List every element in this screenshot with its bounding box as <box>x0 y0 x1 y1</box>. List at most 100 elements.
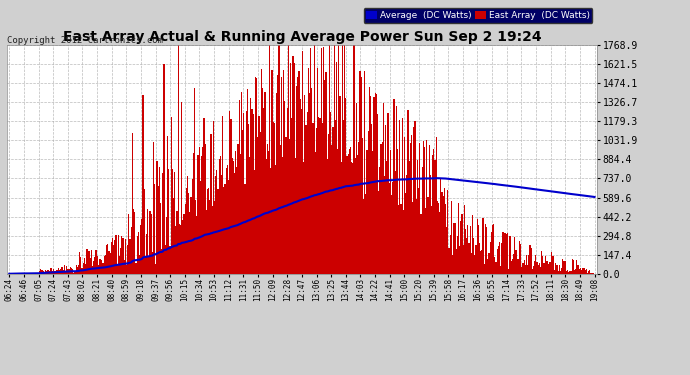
Bar <box>73 273 75 274</box>
Bar <box>71 268 72 274</box>
Bar <box>44 272 45 274</box>
Bar <box>419 142 420 274</box>
Bar <box>251 109 253 274</box>
Bar <box>395 106 397 274</box>
Bar <box>30 273 31 274</box>
Bar <box>65 272 66 274</box>
Bar <box>276 93 277 274</box>
Bar <box>564 261 566 274</box>
Bar <box>241 92 242 274</box>
Bar <box>154 184 155 274</box>
Bar <box>104 256 105 274</box>
Bar <box>132 133 133 274</box>
Bar <box>567 270 568 274</box>
Bar <box>98 265 99 274</box>
Bar <box>422 167 423 274</box>
Bar <box>97 256 98 274</box>
Bar <box>237 144 239 274</box>
Bar <box>70 267 71 274</box>
Bar <box>173 198 174 274</box>
Bar <box>331 146 333 274</box>
Bar <box>562 259 564 274</box>
Bar <box>46 271 48 274</box>
Bar <box>382 142 383 274</box>
Bar <box>438 204 439 274</box>
Bar <box>568 272 569 274</box>
Bar <box>110 242 112 274</box>
Bar <box>113 244 115 274</box>
Bar <box>316 128 317 274</box>
Bar <box>575 269 576 274</box>
Bar <box>311 88 313 274</box>
Bar <box>538 266 539 274</box>
Bar <box>390 150 391 274</box>
Bar <box>161 249 162 274</box>
Bar <box>146 234 147 274</box>
Bar <box>338 45 339 274</box>
Bar <box>56 270 57 274</box>
Bar <box>522 264 524 274</box>
Bar <box>179 224 180 274</box>
Bar <box>150 214 152 274</box>
Bar <box>207 189 208 274</box>
Bar <box>167 136 168 274</box>
Bar <box>593 273 594 274</box>
Bar <box>492 225 493 274</box>
Bar <box>360 77 362 274</box>
Bar <box>142 95 144 274</box>
Bar <box>425 209 426 274</box>
Bar <box>60 269 61 274</box>
Bar <box>19 273 21 274</box>
Bar <box>148 256 150 274</box>
Bar <box>451 201 452 274</box>
Bar <box>323 46 324 274</box>
Bar <box>232 158 233 274</box>
Bar <box>199 147 200 274</box>
Bar <box>124 260 125 274</box>
Bar <box>26 273 28 274</box>
Bar <box>216 170 217 274</box>
Bar <box>518 258 519 274</box>
Bar <box>271 70 273 274</box>
Bar <box>417 160 418 274</box>
Bar <box>304 95 306 274</box>
Bar <box>346 156 348 274</box>
Bar <box>286 108 288 274</box>
Bar <box>378 191 380 274</box>
Bar <box>202 147 204 274</box>
Bar <box>239 154 241 274</box>
Bar <box>345 98 346 274</box>
Bar <box>186 188 187 274</box>
Bar <box>81 268 83 274</box>
Bar <box>43 271 44 274</box>
Bar <box>139 255 140 274</box>
Bar <box>48 271 50 274</box>
Bar <box>281 77 282 274</box>
Bar <box>165 244 166 274</box>
Bar <box>337 149 338 274</box>
Bar <box>227 165 228 274</box>
Bar <box>534 261 535 274</box>
Bar <box>418 188 419 274</box>
Bar <box>263 108 264 274</box>
Bar <box>551 252 552 274</box>
Bar <box>469 243 470 274</box>
Bar <box>108 251 110 274</box>
Bar <box>85 264 86 274</box>
Bar <box>431 206 432 274</box>
Bar <box>502 232 504 274</box>
Bar <box>53 269 55 274</box>
Bar <box>484 264 485 274</box>
Bar <box>432 155 433 274</box>
Bar <box>68 269 70 274</box>
Legend: Average  (DC Watts), East Array  (DC Watts): Average (DC Watts), East Array (DC Watts… <box>364 8 592 23</box>
Bar <box>174 172 175 274</box>
Bar <box>453 223 454 274</box>
Bar <box>358 142 359 274</box>
Bar <box>264 92 266 274</box>
Bar <box>93 261 95 274</box>
Bar <box>117 265 118 274</box>
Title: East Array Actual & Running Average Power Sun Sep 2 19:24: East Array Actual & Running Average Powe… <box>63 30 541 44</box>
Bar <box>544 256 546 274</box>
Bar <box>558 271 559 274</box>
